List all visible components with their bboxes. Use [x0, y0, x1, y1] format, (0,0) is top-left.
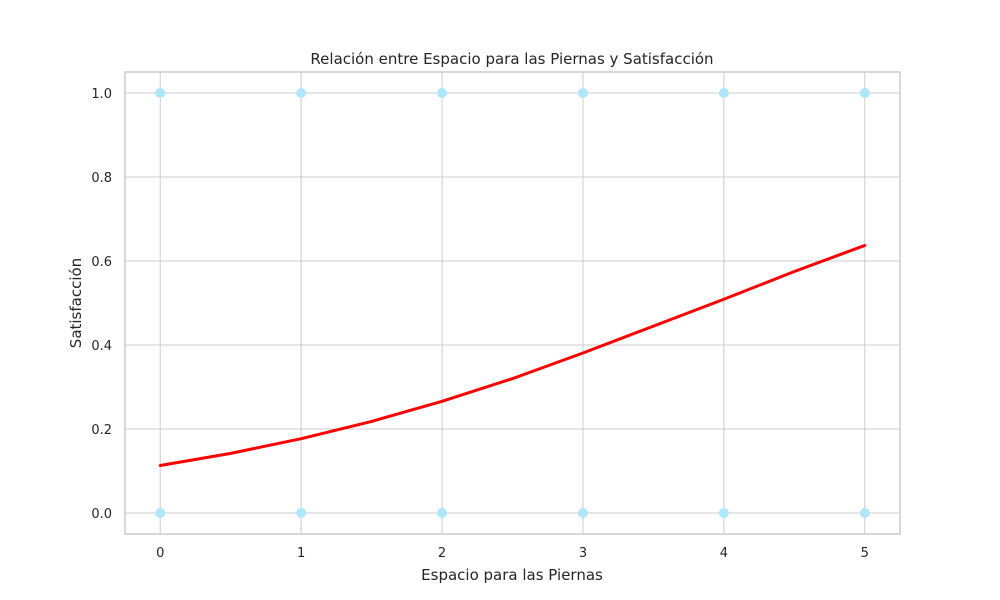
y-tick-label: 0.8	[91, 171, 112, 186]
x-tick-label: 0	[156, 546, 164, 561]
x-tick-label: 4	[720, 546, 728, 561]
data-point	[437, 88, 448, 98]
y-tick-label: 0.6	[91, 255, 112, 270]
data-point	[577, 508, 588, 518]
data-point	[718, 88, 729, 98]
data-point	[437, 508, 448, 518]
x-axis-label: Espacio para las Piernas	[421, 566, 603, 584]
data-point	[718, 508, 729, 518]
x-tick-label: 1	[297, 546, 305, 561]
data-points	[155, 88, 870, 518]
x-tick-label: 5	[861, 546, 869, 561]
grid	[125, 72, 900, 534]
y-tick-label: 0.0	[91, 507, 112, 522]
data-point	[155, 88, 166, 98]
x-tick-label: 2	[438, 546, 446, 561]
data-point	[296, 508, 307, 518]
plot-frame	[124, 71, 901, 535]
data-point	[296, 88, 307, 98]
fit-line	[158, 243, 867, 468]
y-axis-label: Satisfacción	[67, 258, 85, 348]
y-tick-label: 0.4	[91, 339, 112, 354]
data-point	[577, 88, 588, 98]
data-point	[859, 88, 870, 98]
x-tick-labels: 0 1 2 3 4 5	[156, 546, 869, 561]
chart-title: Relación entre Espacio para las Piernas …	[310, 50, 713, 68]
y-tick-labels: 0.0 0.2 0.4 0.6 0.8 1.0	[91, 87, 112, 522]
data-point	[859, 508, 870, 518]
y-tick-label: 1.0	[91, 87, 112, 102]
data-point	[155, 508, 166, 518]
y-tick-label: 0.2	[91, 423, 112, 438]
x-tick-label: 3	[579, 546, 587, 561]
